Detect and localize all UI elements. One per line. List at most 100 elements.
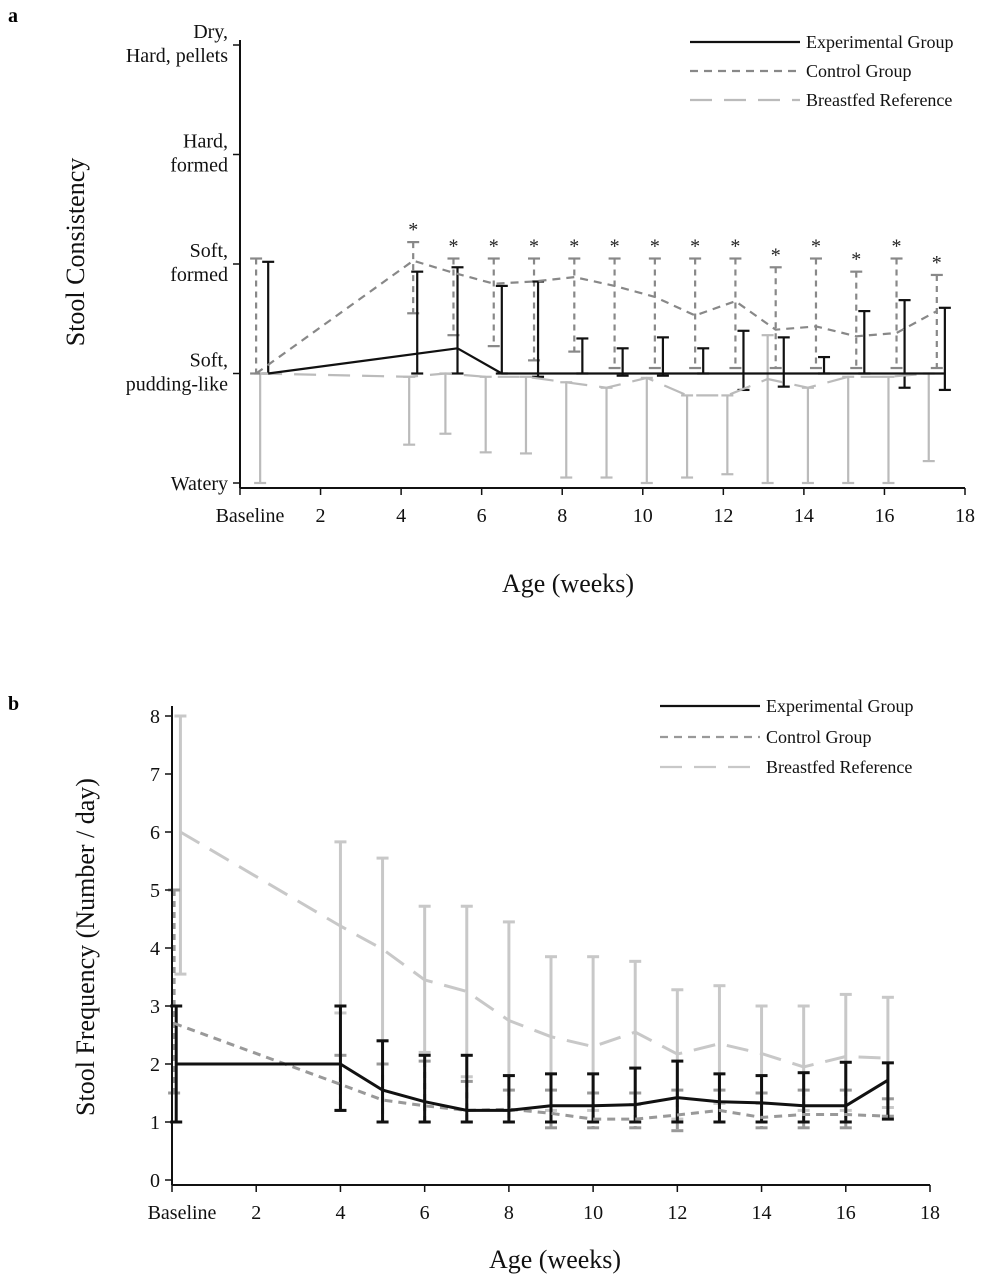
error-bar-experimental-group (334, 1004, 347, 1112)
legend-label: Control Group (766, 727, 872, 747)
legend-item-breastfed-reference: Breastfed Reference (690, 90, 952, 110)
significance-star: * (892, 236, 902, 258)
significance-star: * (690, 236, 700, 258)
x-tick-label: 2 (316, 505, 326, 527)
error-bar-breastfed-reference (479, 375, 492, 454)
x-tick-label: 16 (874, 505, 894, 527)
y-tick-label: Hard, formed (170, 131, 228, 177)
error-bar-breastfed-reference (254, 372, 267, 485)
series-line-control-group (255, 259, 938, 375)
panel-b-legend: Experimental Group Control Group Breastfed… (660, 696, 913, 777)
y-tick-label: Dry, Hard, pellets (126, 21, 228, 67)
error-bar-control-group (689, 257, 702, 370)
error-bar-breastfed-reference (439, 372, 452, 435)
error-bar-control-group (250, 257, 263, 375)
error-bar-breastfed-reference (174, 714, 187, 976)
error-bar-experimental-group (616, 347, 629, 377)
x-tick-label: 8 (504, 1202, 514, 1224)
significance-star: * (932, 252, 942, 274)
panel-a: a Baseline 2 4 6 8 10 12 14 16 18 Dry, Hard, pellet… (8, 5, 975, 598)
error-bar-control-group (769, 266, 782, 370)
series-line-experimental-group (176, 1062, 889, 1112)
legend-item-control-group: Control Group (690, 61, 912, 81)
series-line-breastfed-reference (179, 830, 888, 1069)
legend-label: Control Group (806, 61, 912, 81)
error-bar-breastfed-reference (519, 375, 532, 455)
error-bar-breastfed-reference (882, 375, 895, 485)
error-bar-breastfed-reference (842, 375, 855, 485)
x-tick-label: 4 (396, 505, 406, 527)
error-bar-breastfed-reference (376, 856, 389, 1043)
error-bar-experimental-group (629, 1066, 642, 1124)
legend-label: Experimental Group (806, 32, 953, 52)
error-bar-breastfed-reference (640, 376, 653, 485)
error-bar-experimental-group (777, 336, 790, 388)
error-bar-experimental-group (576, 337, 589, 375)
significance-star: * (489, 236, 499, 258)
x-tick-label: 14 (794, 505, 814, 527)
error-bar-control-group (608, 257, 621, 370)
error-bar-experimental-group (881, 1061, 894, 1121)
y-tick-label: 7 (150, 764, 160, 786)
error-bar-breastfed-reference (600, 386, 613, 479)
y-tick-label: 5 (150, 880, 160, 902)
error-bar-experimental-group (376, 1039, 389, 1124)
error-bar-experimental-group (418, 1053, 431, 1124)
error-bar-experimental-group (858, 309, 871, 375)
legend-label: Breastfed Reference (766, 757, 912, 777)
x-tick-label: 2 (251, 1202, 261, 1224)
significance-star: * (730, 236, 740, 258)
x-tick-label: 14 (752, 1202, 772, 1224)
error-bar-breastfed-reference (761, 334, 774, 485)
panel-a-series-lines (255, 259, 945, 397)
error-bar-experimental-group (587, 1072, 600, 1124)
y-tick-label: Watery (171, 473, 228, 495)
significance-star: * (851, 249, 861, 271)
error-bar-control-group (890, 257, 903, 370)
y-tick-label: Soft, formed (170, 240, 228, 286)
x-tick-label: 12 (713, 505, 733, 527)
panel-b-y-axis-title: Stool Frequency (Number / day) (71, 778, 100, 1116)
error-bar-control-group (809, 257, 822, 370)
x-tick-label: 8 (557, 505, 567, 527)
panel-a-y-axis-title: Stool Consistency (61, 158, 90, 347)
error-bar-breastfed-reference (721, 394, 734, 476)
series-line-control-group (173, 1021, 888, 1121)
x-tick-label: Baseline (216, 505, 285, 527)
error-bar-control-group (487, 257, 500, 348)
panel-a-legend: Experimental Group Control Group Breastfed… (690, 32, 953, 110)
significance-star: * (529, 236, 539, 258)
x-tick-label: 12 (667, 1202, 687, 1224)
legend-label: Experimental Group (766, 696, 913, 716)
significance-star: * (811, 236, 821, 258)
legend-item-experimental-group: Experimental Group (660, 696, 913, 716)
error-bar-experimental-group (737, 329, 750, 392)
error-bar-control-group (648, 257, 661, 370)
panel-b-letter: b (8, 693, 19, 715)
x-tick-label: Baseline (148, 1202, 217, 1224)
significance-star: * (650, 236, 660, 258)
y-tick-label: 3 (150, 996, 160, 1018)
significance-star: * (408, 219, 418, 241)
significance-star: * (610, 236, 620, 258)
error-bar-experimental-group (451, 266, 464, 375)
x-tick-label: 10 (633, 505, 653, 527)
error-bar-breastfed-reference (403, 375, 416, 446)
error-bar-experimental-group (495, 284, 508, 375)
error-bar-control-group (568, 257, 581, 353)
significance-star: * (448, 236, 458, 258)
y-tick-label: 4 (150, 938, 160, 960)
panel-a-significance-markers: * * * * * * * * * * * * * * (408, 219, 942, 274)
error-bar-experimental-group (839, 1060, 852, 1124)
error-bar-experimental-group (502, 1074, 515, 1124)
panel-b-error-bars (168, 714, 894, 1133)
y-tick-label: 1 (150, 1112, 160, 1134)
error-bar-experimental-group (671, 1059, 684, 1124)
legend-item-breastfed-reference: Breastfed Reference (660, 757, 912, 777)
x-tick-label: 18 (955, 505, 975, 527)
y-tick-label: Soft, pudding-like (126, 350, 228, 396)
x-tick-label: 18 (920, 1202, 940, 1224)
error-bar-experimental-group (545, 1072, 557, 1124)
error-bar-experimental-group (262, 260, 275, 375)
